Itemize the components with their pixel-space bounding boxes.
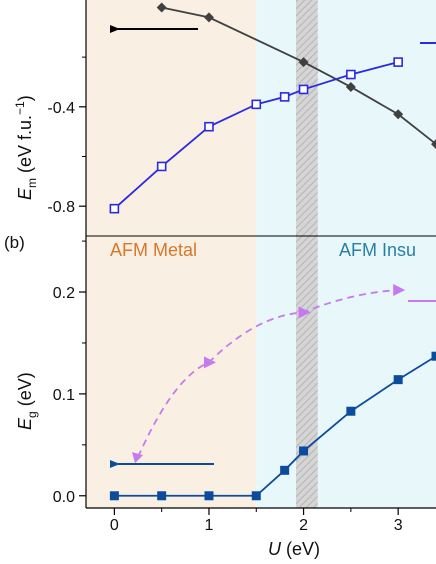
bottom-point [431,351,436,361]
bottom-point [346,406,356,416]
top-point [298,57,309,68]
region-band [86,0,257,508]
y-tick-label: 0.0 [53,489,75,506]
bottom-series-1-line [137,289,399,458]
top-point [109,203,120,214]
top-series-0-line [161,6,436,145]
y-tick-label: -0.8 [47,199,75,216]
top-series-1-line [113,61,399,210]
top-point [346,69,356,80]
axis-ticks: 0 1 2 3 -0.4 -0.8 0.0 0.1 0.2 [47,56,403,534]
x-tick-label: 2 [299,517,308,534]
bottom-point [393,283,406,296]
top-point [298,84,309,95]
top-point [279,92,290,102]
top-point [156,161,167,172]
y-tick-label: 0.2 [53,285,75,302]
top-point [203,12,214,23]
bottom-point [132,452,144,464]
bottom-point [109,491,119,501]
top-point [251,99,262,110]
top-point [204,121,214,132]
x-tick-label: 0 [110,517,119,534]
y-tick-label: -0.4 [47,100,75,117]
top-point [393,109,404,120]
y-axis-title-bottom: Eg (eV) [15,372,39,430]
bottom-point [251,491,261,501]
y-axis-title-top: Em (eV f.u.−1) [13,95,39,200]
x-axis-title: U (eV) [268,539,320,559]
region-label-afm-insulator: AFM Insu [339,240,416,260]
x-tick-label: 1 [205,517,214,534]
top-point [345,81,356,92]
transition-hatched-band [296,0,318,508]
bottom-point [393,375,403,385]
bottom-point [280,465,290,475]
bottom-point [298,306,311,319]
bottom-point [203,356,216,369]
bottom-point [299,446,309,456]
top-point [156,2,167,13]
panel-label: (b) [4,233,25,252]
bottom-point [157,491,167,501]
top-point [431,139,436,150]
region-label-afm-metal: AFM Metal [110,240,197,260]
y-tick-label: 0.1 [53,387,75,404]
top-point [393,57,403,67]
data-series [109,2,436,501]
bottom-point [204,491,214,501]
x-tick-label: 3 [394,517,403,534]
